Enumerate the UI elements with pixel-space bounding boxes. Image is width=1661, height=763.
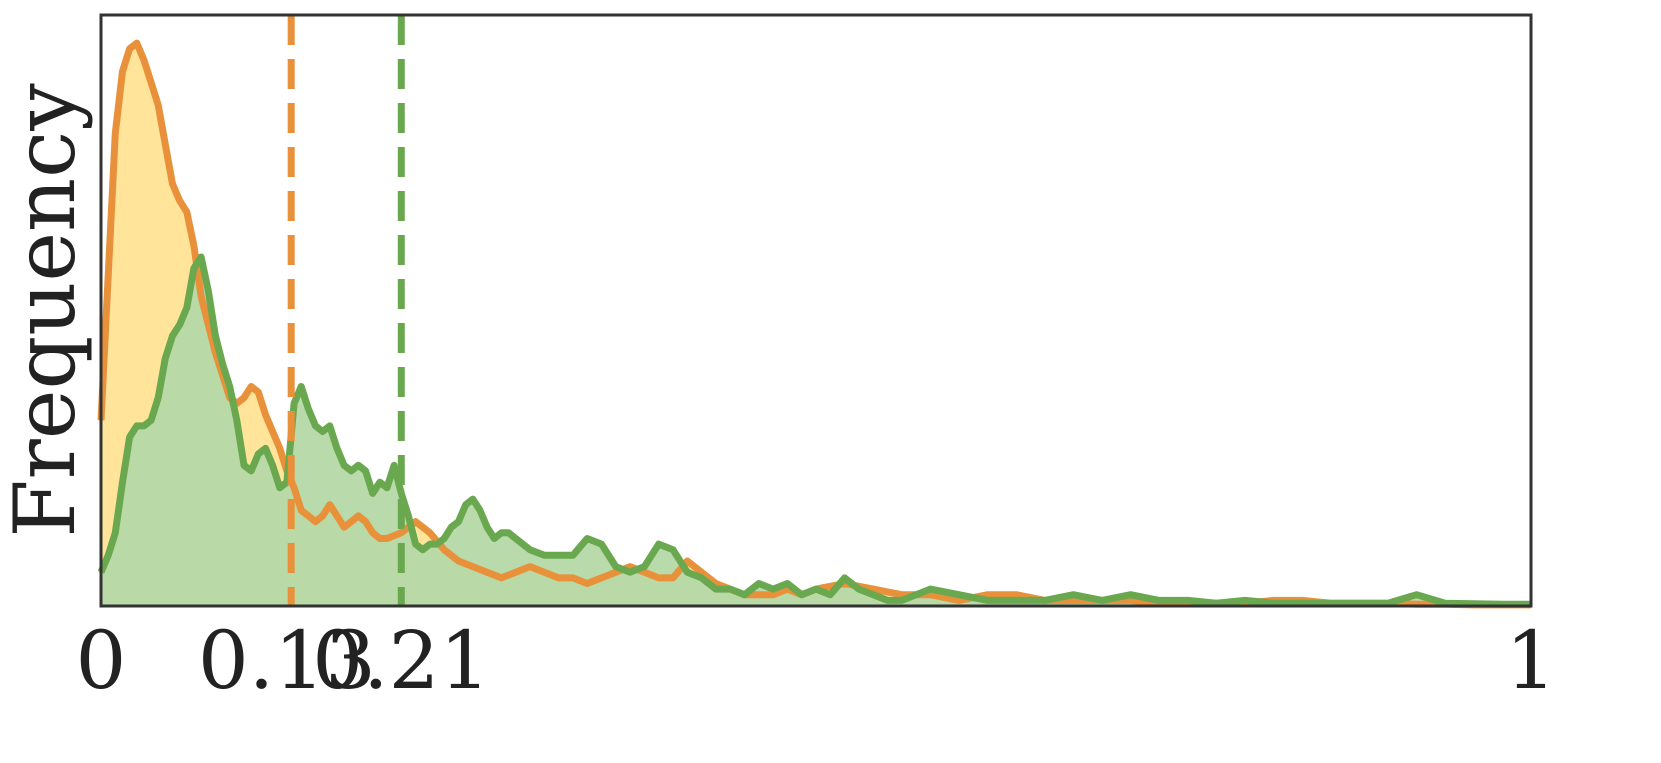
x-tick-label: 0 bbox=[76, 614, 127, 707]
x-axis-ticks: 0 0.130.21 1 bbox=[76, 614, 1557, 707]
plot-area bbox=[97, 39, 1531, 609]
x-tick-label: 1 bbox=[1506, 614, 1557, 707]
x-tick-label: 0.21 bbox=[312, 614, 490, 707]
plot-frame bbox=[99, 13, 1533, 608]
x-tick-label: 0.13 bbox=[198, 614, 376, 707]
series-orange-line bbox=[97, 39, 1531, 609]
mean-lines bbox=[287, 15, 405, 606]
series-green-line bbox=[97, 253, 1531, 608]
series-green-area bbox=[101, 257, 1531, 606]
y-axis-label: Frequency bbox=[0, 83, 94, 538]
